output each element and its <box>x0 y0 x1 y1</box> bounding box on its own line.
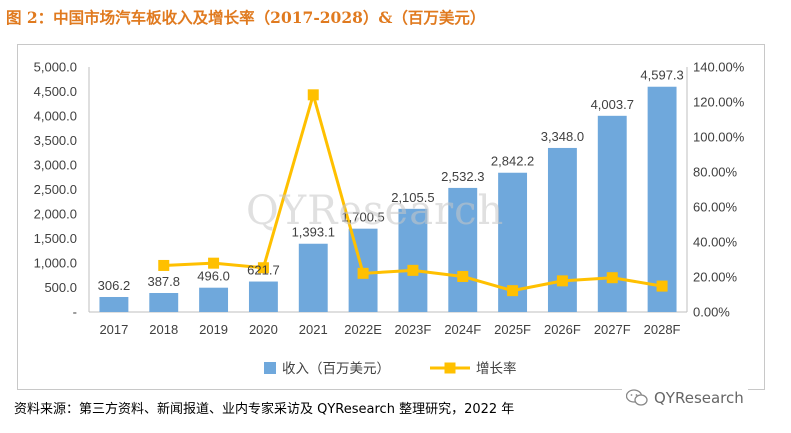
growth-rate-marker <box>457 270 469 282</box>
bar-value-label: 2,532.3 <box>441 169 484 184</box>
left-tick-label: 1,000.0 <box>34 256 77 271</box>
growth-rate-marker <box>407 264 419 276</box>
bar-value-label: 306.2 <box>98 278 131 293</box>
revenue-bar <box>149 292 179 312</box>
x-tick-label: 2019 <box>199 322 228 337</box>
right-tick-label: 140.00% <box>693 60 745 75</box>
chart-container: - 500.0 1,000.0 1,500.0 2,000.0 2,500.0 3,000.… <box>17 44 765 390</box>
x-tick-label: 2024F <box>444 322 481 337</box>
bar-value-label: 2,842.2 <box>491 154 534 169</box>
x-tick-label: 2026F <box>544 322 581 337</box>
revenue-bar <box>647 86 677 312</box>
bar-value-label: 4,597.3 <box>640 68 683 83</box>
revenue-bar <box>298 243 328 312</box>
bar-value-label: 1,700.5 <box>341 210 384 225</box>
x-tick-label: 2020 <box>249 322 278 337</box>
bar-value-label: 496.0 <box>197 269 230 284</box>
x-tick-label: 2017 <box>99 322 128 337</box>
revenue-bar <box>248 281 278 312</box>
right-tick-label: 0.00% <box>693 305 730 320</box>
x-tick-label: 2021 <box>299 322 328 337</box>
legend-swatch-revenue <box>264 362 276 374</box>
x-tick-label: 2022E <box>344 322 382 337</box>
growth-rate-marker <box>656 280 668 292</box>
revenue-bar <box>99 296 129 312</box>
left-tick-label: 500.0 <box>44 280 77 295</box>
revenue-bar <box>199 287 229 312</box>
growth-rate-marker <box>507 285 519 297</box>
growth-rate-marker <box>556 275 568 287</box>
logo-text: QYResearch <box>654 389 744 407</box>
bar-value-label: 621.7 <box>247 263 280 278</box>
revenue-bar <box>448 187 478 312</box>
x-tick-label: 2025F <box>494 322 531 337</box>
right-tick-label: 100.00% <box>693 130 745 145</box>
legend-marker-growth <box>444 362 456 374</box>
figure-title: 图 2：中国市场汽车板收入及增长率（2017-2028）&（百万美元） <box>6 8 486 27</box>
source-note: 资料来源：第三方资料、新闻报道、业内专家采访及 QYResearch 整理研究，… <box>14 402 515 417</box>
bar-value-label: 387.8 <box>147 274 180 289</box>
x-tick-label: 2018 <box>149 322 178 337</box>
brand-logo: QYResearch <box>622 388 748 408</box>
left-tick-label: 5,000.0 <box>34 60 77 75</box>
right-tick-label: 80.00% <box>693 165 738 180</box>
left-tick-label: 2,500.0 <box>34 182 77 197</box>
revenue-bar <box>547 147 577 312</box>
growth-rate-marker <box>257 262 269 274</box>
bar-value-label: 4,003.7 <box>591 97 634 112</box>
growth-rate-marker <box>357 267 369 279</box>
growth-rate-marker <box>606 272 618 284</box>
legend-label-revenue: 收入（百万美元） <box>282 361 390 376</box>
left-tick-label: 4,500.0 <box>34 84 77 99</box>
right-tick-label: 40.00% <box>693 235 738 250</box>
right-tick-label: 120.00% <box>693 95 745 110</box>
left-tick-label: - <box>73 305 77 320</box>
bar-value-label: 3,348.0 <box>541 129 584 144</box>
left-tick-label: 2,000.0 <box>34 207 77 222</box>
left-tick-label: 3,000.0 <box>34 158 77 173</box>
bar-value-label: 1,393.1 <box>292 225 335 240</box>
x-tick-label: 2028F <box>644 322 681 337</box>
x-tick-label: 2027F <box>594 322 631 337</box>
growth-rate-marker <box>158 259 170 271</box>
bar-value-label: 2,105.5 <box>391 190 434 205</box>
x-tick-label: 2023F <box>394 322 431 337</box>
revenue-bar <box>398 208 428 312</box>
wechat-icon <box>625 389 648 407</box>
legend-label-growth: 增长率 <box>476 360 517 376</box>
watermark: QYResearch <box>246 188 505 234</box>
growth-rate-marker <box>307 89 319 101</box>
left-tick-label: 4,000.0 <box>34 109 77 124</box>
right-tick-label: 60.00% <box>693 200 738 215</box>
growth-rate-marker <box>208 257 220 269</box>
left-tick-label: 1,500.0 <box>34 231 77 246</box>
left-tick-label: 3,500.0 <box>34 133 77 148</box>
revenue-growth-chart: - 500.0 1,000.0 1,500.0 2,000.0 2,500.0 3,000.… <box>34 60 745 377</box>
right-tick-label: 20.00% <box>693 270 738 285</box>
